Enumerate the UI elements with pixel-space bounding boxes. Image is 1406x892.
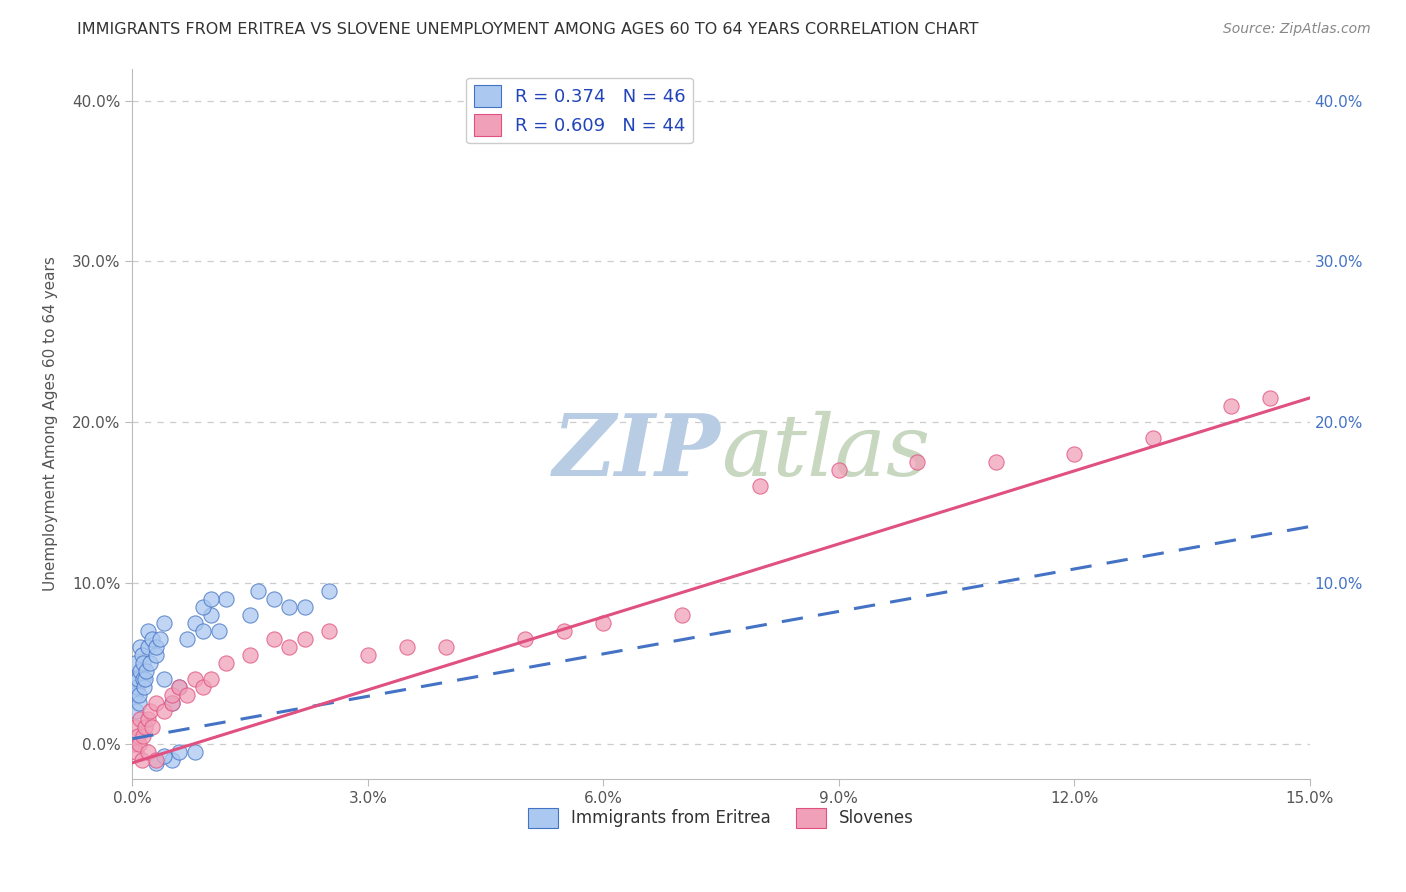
Point [122,737,145,751]
Point [215,591,238,606]
Point [145,697,167,711]
Point [318,624,340,638]
Point [169,681,191,695]
Text: atlas: atlas [721,411,929,493]
Point [125,745,148,759]
Text: IMMIGRANTS FROM ERITREA VS SLOVENE UNEMPLOYMENT AMONG AGES 60 TO 64 YEARS CORREL: IMMIGRANTS FROM ERITREA VS SLOVENE UNEMP… [77,22,979,37]
Point [124,721,146,735]
Point [169,681,191,695]
Point [294,632,316,646]
Point [145,753,167,767]
Point [191,624,214,638]
Point [152,705,174,719]
Point [129,640,152,654]
Point [134,673,156,687]
Y-axis label: Unemployment Among Ages 60 to 64 years: Unemployment Among Ages 60 to 64 years [44,256,58,591]
Point [513,632,536,646]
Point [122,673,145,687]
Point [827,463,849,477]
Point [1063,447,1085,461]
Point [138,705,160,719]
Point [749,479,772,493]
Point [136,713,159,727]
Point [132,729,155,743]
Point [128,689,150,703]
Point [131,753,153,767]
Point [136,640,159,654]
Point [905,455,928,469]
Point [149,632,172,646]
Point [125,705,148,719]
Legend: Immigrants from Eritrea, Slovenes: Immigrants from Eritrea, Slovenes [522,801,921,835]
Point [160,697,183,711]
Point [176,689,198,703]
Point [263,591,285,606]
Point [160,697,183,711]
Point [263,632,285,646]
Point [152,749,174,764]
Point [246,583,269,598]
Point [294,599,316,614]
Point [1142,431,1164,445]
Point [434,640,457,654]
Point [215,656,238,670]
Point [278,640,301,654]
Point [184,673,207,687]
Point [200,591,222,606]
Point [128,737,150,751]
Point [278,599,301,614]
Point [145,648,167,662]
Point [131,673,153,687]
Point [129,713,152,727]
Point [152,673,174,687]
Point [145,756,167,770]
Point [124,656,146,670]
Point [129,665,152,679]
Point [145,640,167,654]
Point [671,607,693,622]
Point [138,656,160,670]
Point [136,624,159,638]
Point [152,615,174,630]
Point [184,615,207,630]
Point [984,455,1007,469]
Point [191,681,214,695]
Point [318,583,340,598]
Text: Source: ZipAtlas.com: Source: ZipAtlas.com [1223,22,1371,37]
Point [160,753,183,767]
Point [125,681,148,695]
Point [208,624,231,638]
Point [141,721,163,735]
Point [184,745,207,759]
Point [395,640,418,654]
Point [160,689,183,703]
Point [132,681,155,695]
Point [127,729,149,743]
Point [239,648,262,662]
Point [131,648,153,662]
Point [553,624,575,638]
Point [136,745,159,759]
Text: ZIP: ZIP [553,410,721,494]
Point [200,673,222,687]
Point [357,648,380,662]
Point [176,632,198,646]
Point [191,599,214,614]
Point [128,697,150,711]
Point [132,656,155,670]
Point [1220,399,1243,413]
Point [200,607,222,622]
Point [239,607,262,622]
Point [134,721,156,735]
Point [124,689,146,703]
Point [127,673,149,687]
Point [135,665,157,679]
Point [592,615,614,630]
Point [1258,391,1281,405]
Point [141,632,163,646]
Point [169,745,191,759]
